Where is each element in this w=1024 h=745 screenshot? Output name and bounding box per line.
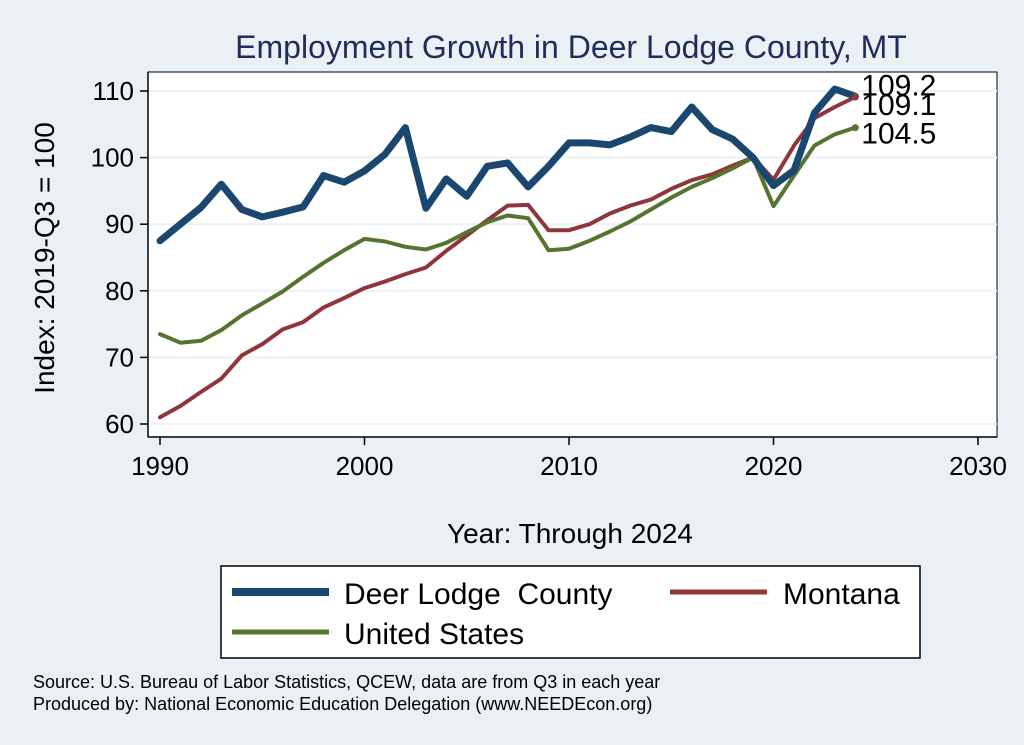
- legend-box: [220, 565, 921, 659]
- x-tick-label-2020: 2020: [745, 451, 803, 481]
- series-lines: [156, 85, 859, 420]
- gridlines: [148, 90, 997, 425]
- y-axis-label: Index: 2019-Q3 = 100: [29, 122, 60, 394]
- series-line-deer-lodge-county: [156, 85, 859, 245]
- end-label-0: 109.2: [861, 69, 936, 102]
- x-tick-label-2030: 2030: [949, 451, 1007, 481]
- axes: 60 70 80 90 100 110 1990 2000 2010 2020 2030: [91, 72, 1007, 481]
- y-tick-label-80: 80: [105, 276, 134, 306]
- x-tick-label-2000: 2000: [336, 451, 394, 481]
- chart-title: Employment Growth in Deer Lodge County, …: [235, 29, 907, 65]
- y-tick-label-90: 90: [105, 209, 134, 239]
- end-label-1: 109.1: [861, 89, 936, 122]
- y-tick-label-110: 110: [93, 76, 134, 106]
- y-tick-label-100: 100: [91, 143, 134, 173]
- legend-label-2: United States: [344, 618, 524, 651]
- plot-area: [147, 71, 998, 438]
- legend: Deer Lodge County Montana United States: [220, 565, 921, 659]
- x-tick-label-1990: 1990: [131, 451, 189, 481]
- series-line-united-states: [158, 125, 858, 345]
- legend-label-1: Montana: [783, 578, 900, 611]
- source-note: Source: U.S. Bureau of Labor Statistics,…: [33, 672, 660, 692]
- x-axis-label: Year: Through 2024: [447, 518, 693, 549]
- legend-label-0: Deer Lodge County: [344, 578, 613, 611]
- end-point-1: [851, 93, 859, 101]
- end-label-2: 104.5: [861, 118, 936, 151]
- y-tick-label-70: 70: [105, 342, 134, 372]
- y-tick-label-60: 60: [105, 409, 134, 439]
- end-point-2: [851, 124, 859, 132]
- x-tick-label-2010: 2010: [540, 451, 598, 481]
- produced-by-note: Produced by: National Economic Education…: [33, 694, 652, 714]
